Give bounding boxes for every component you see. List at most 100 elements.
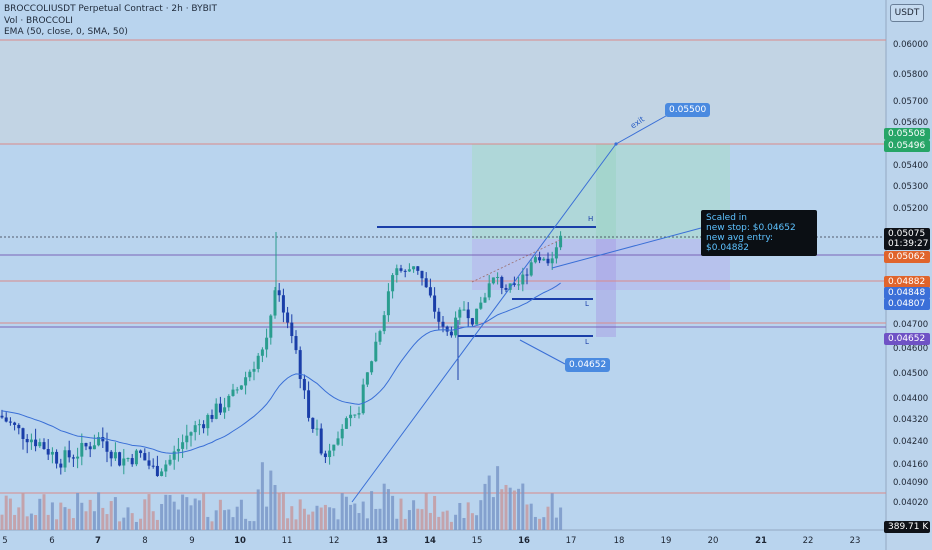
volume-bar [84,511,88,530]
candle-body [403,270,407,272]
candle-body [542,258,546,261]
candle-body [470,318,474,325]
exit-price-label[interactable]: 0.05500 [665,103,711,117]
volume-bar [71,518,75,530]
volume-bar [235,506,239,530]
candle-body [197,424,201,426]
candle-body [382,315,386,332]
candle-body [143,453,147,461]
time-tick: 23 [849,536,861,546]
candle-body [466,309,470,319]
ema-indicator-label[interactable]: EMA (50, close, 0, SMA, 50) [4,27,128,37]
candle-body [529,262,533,276]
volume-bar [298,499,302,530]
candle-body [554,247,558,259]
candle-body [336,438,340,445]
candle-body [424,278,428,288]
volume-bar [273,485,277,530]
candle-body [88,446,92,450]
volume-bar [210,521,214,530]
volume-bar [13,514,17,530]
volume-bar [260,462,264,530]
candle-body [420,270,424,279]
candle-body [0,415,4,418]
volume-bar [483,483,487,530]
volume-bar [134,521,138,530]
candle-body [239,385,243,390]
candle-body [416,266,420,271]
symbol-title[interactable]: BROCCOLIUSDT Perpetual Contract · 2h · B… [4,4,217,14]
candle-body [449,331,453,336]
volume-bar [29,513,33,530]
volume-bar [50,502,54,530]
candle-body [340,428,344,439]
time-tick: 20 [707,536,719,546]
volume-bar [97,492,101,530]
avg-entry-tag: 0.04882 [884,276,930,288]
volume-bar [344,496,348,530]
volume-bar [521,483,525,530]
time-tick: 22 [802,536,814,546]
trendline-rising [351,143,617,503]
time-tick: 6 [49,536,55,546]
time-tick: 10 [234,536,246,546]
volume-bar [336,519,340,530]
volume-bar [491,497,495,530]
volume-bar [214,510,218,530]
chart-legend: BROCCOLIUSDT Perpetual Contract · 2h · B… [4,4,217,39]
volume-bar [231,517,235,530]
candle-body [407,269,411,272]
candle-body [521,274,525,285]
candle-body [113,452,117,459]
candle-body [256,355,260,369]
candle-body [437,311,441,322]
candle-body [399,268,403,271]
volume-bar [281,492,285,530]
volume-bar [248,521,252,530]
candle-body [17,424,21,429]
candle-body [134,450,138,465]
volume-bar [517,488,521,530]
candle-body [50,451,54,455]
candle-body [67,450,71,458]
volume-bar [252,521,256,530]
volume-bar [315,505,319,530]
volume-bar [441,511,445,530]
currency-button[interactable]: USDT [890,4,924,22]
candle-body [365,372,369,385]
stop-price-label[interactable]: 0.04652 [565,358,611,372]
volume-bar [508,487,512,530]
volume-bar [25,516,29,530]
volume-bar [403,518,407,530]
volume-bar [147,494,151,530]
volume-bar [365,518,369,530]
candle-body [4,417,8,422]
volume-bar [407,510,411,530]
price-tick: 0.04320 [893,415,929,425]
candle-body [462,309,466,311]
time-tick: 5 [2,536,8,546]
candle-body [80,442,84,457]
volume-bar [202,492,206,530]
candle-body [147,460,151,466]
candle-body [181,442,185,449]
time-tick: 11 [281,536,293,546]
candle-body [428,287,432,296]
candle-body [319,428,323,454]
volume-bar [265,506,269,530]
volume-bar [412,500,416,530]
volume-indicator-label[interactable]: Vol · BROCCOLI [4,15,73,26]
candle-body [538,257,542,261]
volume-bar [538,518,542,530]
candle-body [34,439,38,447]
scaled-in-note[interactable]: Scaled in new stop: $0.04652 new avg ent… [701,210,817,256]
candle-body [273,290,277,316]
exit-anchor-dot [614,142,618,146]
volume-bar [76,492,80,530]
price-tick: 0.06000 [893,40,929,50]
candle-body [374,341,378,362]
volume-bar [546,506,550,530]
candle-body [76,456,80,459]
volume-bar [63,507,67,530]
